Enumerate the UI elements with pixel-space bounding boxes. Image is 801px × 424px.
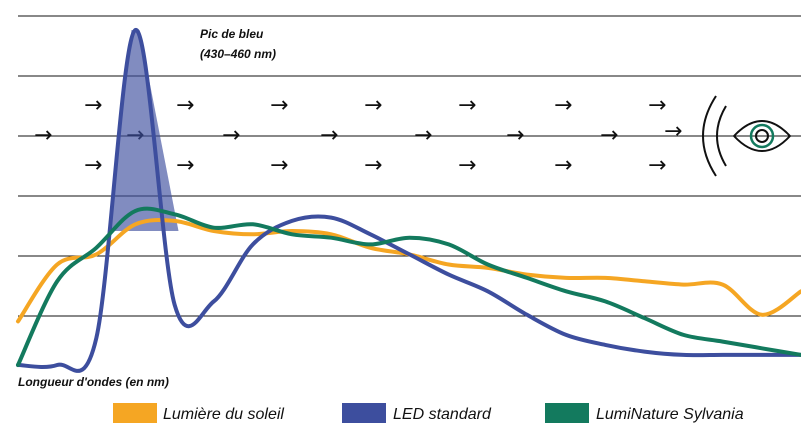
arrow-icon: → [554, 153, 572, 178]
arrow-icon: → [320, 123, 338, 148]
arrow-icon: → [458, 93, 476, 118]
arrow-icon: → [84, 93, 102, 118]
arrow-icon: → [554, 93, 572, 118]
legend-label: LED standard [393, 406, 492, 423]
series-line-0 [16, 218, 801, 324]
arrow-icon: → [364, 93, 382, 118]
arrow-icon: → [222, 123, 240, 148]
legend-item-luminature: LumiNature Sylvania [545, 403, 744, 423]
arrow-icon: → [270, 153, 288, 178]
arrow-icon: → [458, 153, 476, 178]
series-line-1 [16, 27, 801, 373]
legend-swatch [342, 403, 386, 423]
legend-label: Lumière du soleil [163, 406, 284, 423]
arrow-icon: → [664, 119, 682, 144]
legend-swatch [113, 403, 157, 423]
x-axis-label: Longueur d'ondes (en nm) [18, 375, 169, 389]
legend-item-led: LED standard [342, 403, 492, 423]
series-line-2 [16, 206, 801, 367]
arrow-icon: → [34, 123, 52, 148]
legend-label: LumiNature Sylvania [596, 406, 744, 423]
arrow-icon: → [648, 153, 666, 178]
legend: Lumière du soleil LED standard LumiNatur… [113, 403, 744, 423]
arrow-icon: → [176, 153, 194, 178]
arrow-icon: → [270, 93, 288, 118]
arrow-icon: → [84, 153, 102, 178]
arrow-icon: → [600, 123, 618, 148]
series-layer [16, 27, 801, 373]
arrow-icon: → [414, 123, 432, 148]
peak-label-line1: Pic de bleu [200, 27, 264, 41]
peak-label-line2: (430–460 nm) [200, 47, 276, 61]
legend-swatch [545, 403, 589, 423]
legend-item-sunlight: Lumière du soleil [113, 403, 284, 423]
eye-icon [702, 95, 792, 177]
arrow-icon: → [176, 93, 194, 118]
arrow-icon: → [648, 93, 666, 118]
arrow-icon: → [364, 153, 382, 178]
arrow-icon: → [506, 123, 524, 148]
